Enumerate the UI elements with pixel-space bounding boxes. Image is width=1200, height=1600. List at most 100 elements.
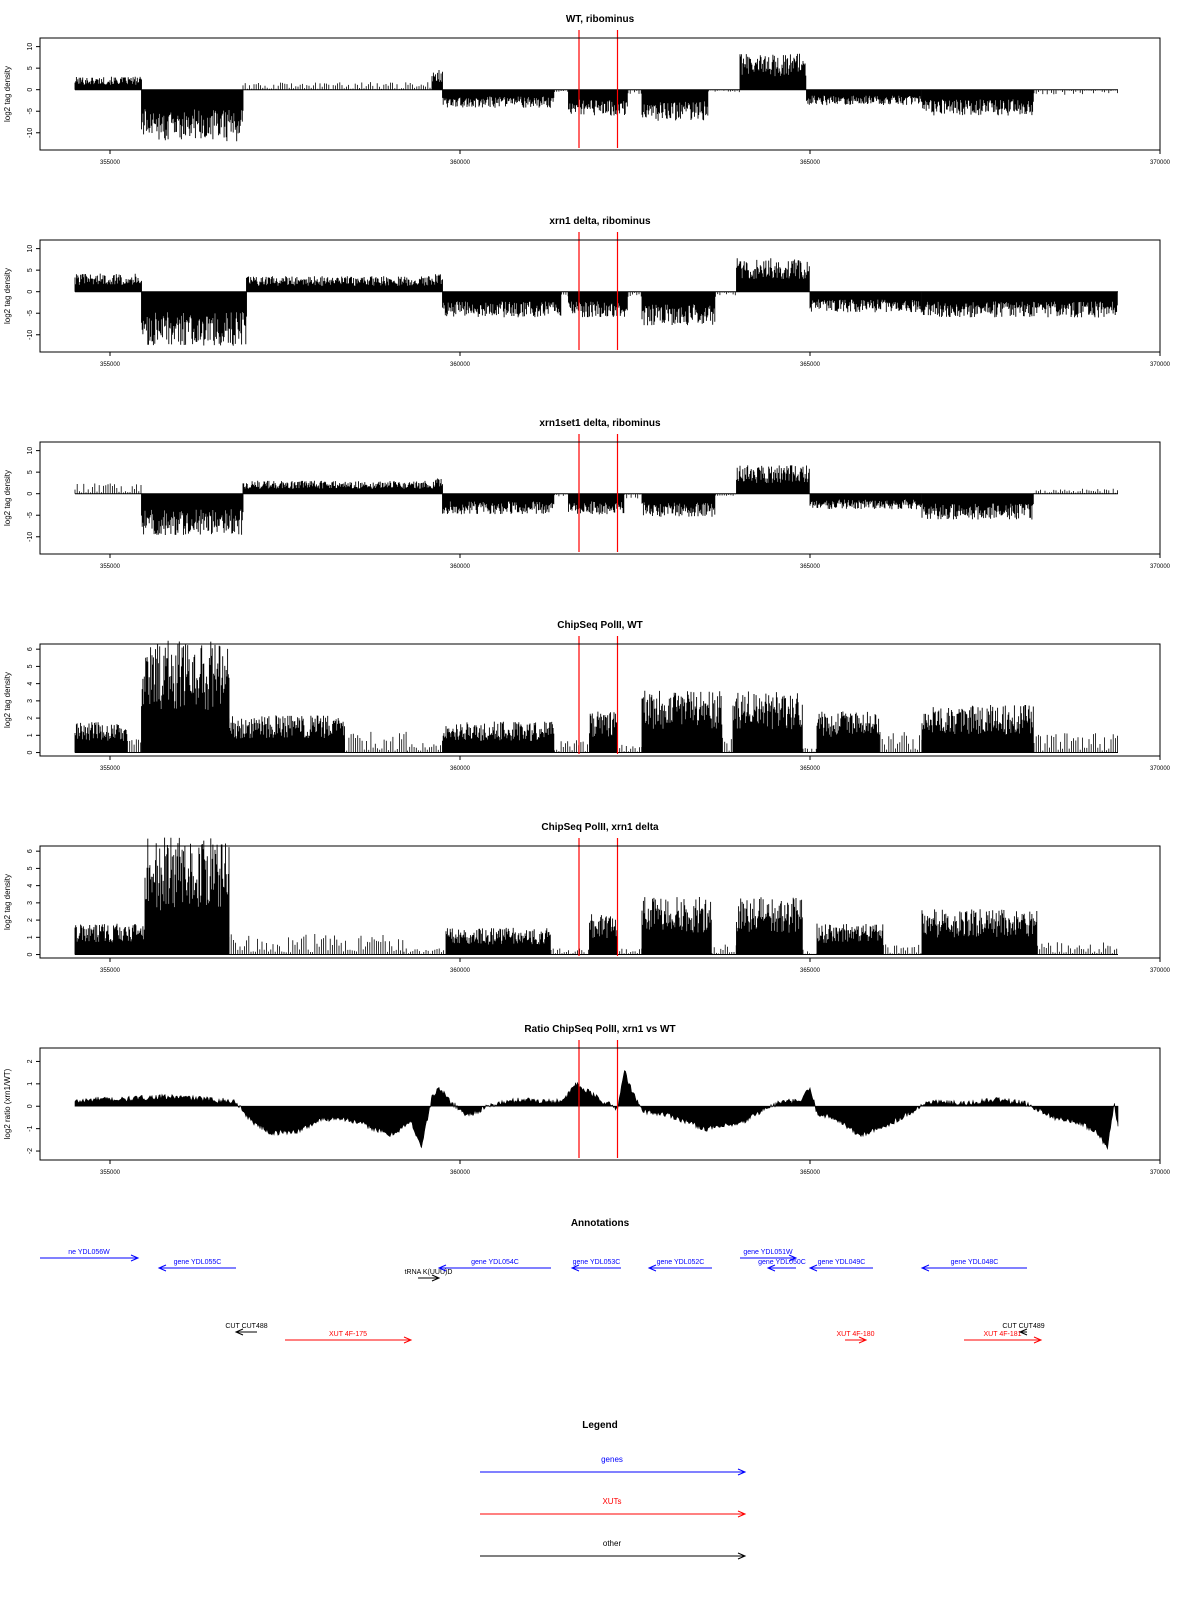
feature-label: XUT 4F-181	[984, 1331, 1022, 1338]
signal-segment-4	[442, 493, 555, 515]
y-tick-label: 6	[27, 849, 34, 853]
signal-segment-9	[617, 744, 643, 753]
legend-label: XUTs	[602, 1497, 621, 1506]
plot-frame	[39, 643, 1161, 757]
annotation-feature: gene YDL049C	[808, 1259, 873, 1272]
signal-bars	[641, 89, 709, 121]
signal-segment-7	[554, 740, 588, 753]
y-axis-label: log2 tag density	[3, 874, 12, 930]
feature-label: gene YDL052C	[657, 1259, 705, 1266]
feature-label: gene YDL049C	[818, 1259, 866, 1266]
annotation-feature: ne YDL056W	[40, 1249, 140, 1262]
signal-bars	[739, 53, 807, 90]
signal-segment-8	[641, 493, 716, 517]
signal-bars	[431, 70, 443, 90]
signal-segment-4	[445, 927, 551, 955]
arrow-head-icon	[808, 1264, 818, 1272]
signal-bars	[627, 89, 642, 94]
signal-bars	[407, 743, 441, 753]
chart-panel-2: xrn1set1 delta, ribominus log2 tag densit…	[3, 418, 1171, 570]
y-tick-label: 0	[27, 492, 34, 496]
signal-bars	[816, 923, 884, 955]
signal-segment-7	[627, 89, 642, 94]
x-tick-label: 360000	[450, 362, 471, 368]
signal-bars	[228, 934, 404, 955]
signal-bars	[550, 948, 589, 955]
y-tick-label: 5	[27, 866, 34, 870]
signal-segment-12	[921, 291, 1118, 318]
signal-bars	[74, 76, 142, 90]
annotation-feature: gene YDL050C	[758, 1259, 806, 1272]
signal-bars	[736, 258, 810, 292]
chart-panel-1: xrn1 delta, ribominus log2 tag density -10…	[3, 216, 1171, 368]
signal-bars	[242, 480, 436, 494]
x-tick-label: 355000	[100, 564, 121, 570]
signal-segment-12	[816, 923, 884, 955]
annotation-feature: tRNA K(UUU)D	[405, 1269, 453, 1282]
arrow-head-icon	[570, 1264, 580, 1272]
x-tick-label: 365000	[800, 1170, 821, 1176]
x-tick-label: 355000	[100, 1170, 121, 1176]
signal-segment-11	[802, 949, 817, 955]
signal-bars	[1033, 733, 1118, 753]
signal-segment-10	[736, 897, 803, 955]
x-tick-label: 370000	[1150, 968, 1171, 974]
signal-bars	[816, 711, 880, 753]
signal-segment-3	[431, 70, 443, 90]
arrow-head-icon	[920, 1264, 930, 1272]
arrow-head-icon	[130, 1254, 140, 1262]
feature-label: tRNA K(UUU)D	[405, 1269, 453, 1276]
signal-bars	[883, 944, 922, 955]
signal-segment-16	[921, 705, 1034, 753]
signal-bars	[442, 89, 555, 108]
signal-bars	[617, 948, 643, 955]
legend-title: Legend	[582, 1420, 618, 1431]
signal-bars	[802, 949, 817, 955]
signal-bars	[809, 493, 922, 510]
signal-bars	[442, 721, 555, 753]
y-tick-label: 2	[27, 1059, 34, 1063]
y-tick-label: 5	[27, 470, 34, 474]
signal-segment-8	[641, 897, 712, 955]
data-series	[74, 837, 1118, 956]
legend: Legend genes XUTs other	[480, 1420, 747, 1560]
y-tick-label: 0	[27, 751, 34, 755]
x-tick-label: 355000	[100, 160, 121, 166]
signal-segment-11	[806, 89, 922, 106]
data-series	[74, 53, 1118, 142]
signal-bars	[921, 909, 1038, 955]
arrow-head-icon	[1033, 1336, 1043, 1344]
signal-segment-7	[627, 291, 642, 297]
arrow-head-icon	[431, 1274, 441, 1282]
y-tick-label: 5	[27, 664, 34, 668]
y-tick-label: -10	[27, 330, 34, 340]
signal-bars	[127, 739, 142, 753]
signal-bars	[442, 291, 562, 318]
ratio-area	[74, 1070, 1119, 1150]
y-tick-label: 5	[27, 268, 34, 272]
y-tick-label: -1	[27, 1125, 34, 1131]
y-tick-label: -5	[27, 310, 34, 316]
signal-bars	[1033, 89, 1118, 95]
data-series	[74, 258, 1118, 346]
feature-label: gene YDL048C	[951, 1259, 999, 1266]
signal-segment-5	[407, 743, 441, 753]
signal-bars	[561, 291, 569, 297]
annotation-feature: gene YDL051W	[740, 1249, 798, 1262]
arrow-head-icon	[157, 1264, 167, 1272]
signal-segment-8	[589, 711, 618, 753]
signal-bars	[435, 274, 443, 292]
signal-segment-13	[1033, 488, 1118, 494]
plot-frame	[39, 239, 1161, 353]
x-tick-label: 360000	[450, 1170, 471, 1176]
annotation-feature: CUT CUT489	[1002, 1323, 1045, 1336]
x-tick-label: 370000	[1150, 160, 1171, 166]
y-tick-label: 10	[27, 245, 34, 253]
signal-bars	[568, 493, 625, 515]
arrow-head-icon	[737, 1510, 747, 1518]
signal-bars	[442, 493, 555, 515]
signal-segment-3	[403, 948, 447, 955]
y-tick-label: 1	[27, 1082, 34, 1086]
annotation-feature: gene YDL054C	[437, 1259, 551, 1272]
